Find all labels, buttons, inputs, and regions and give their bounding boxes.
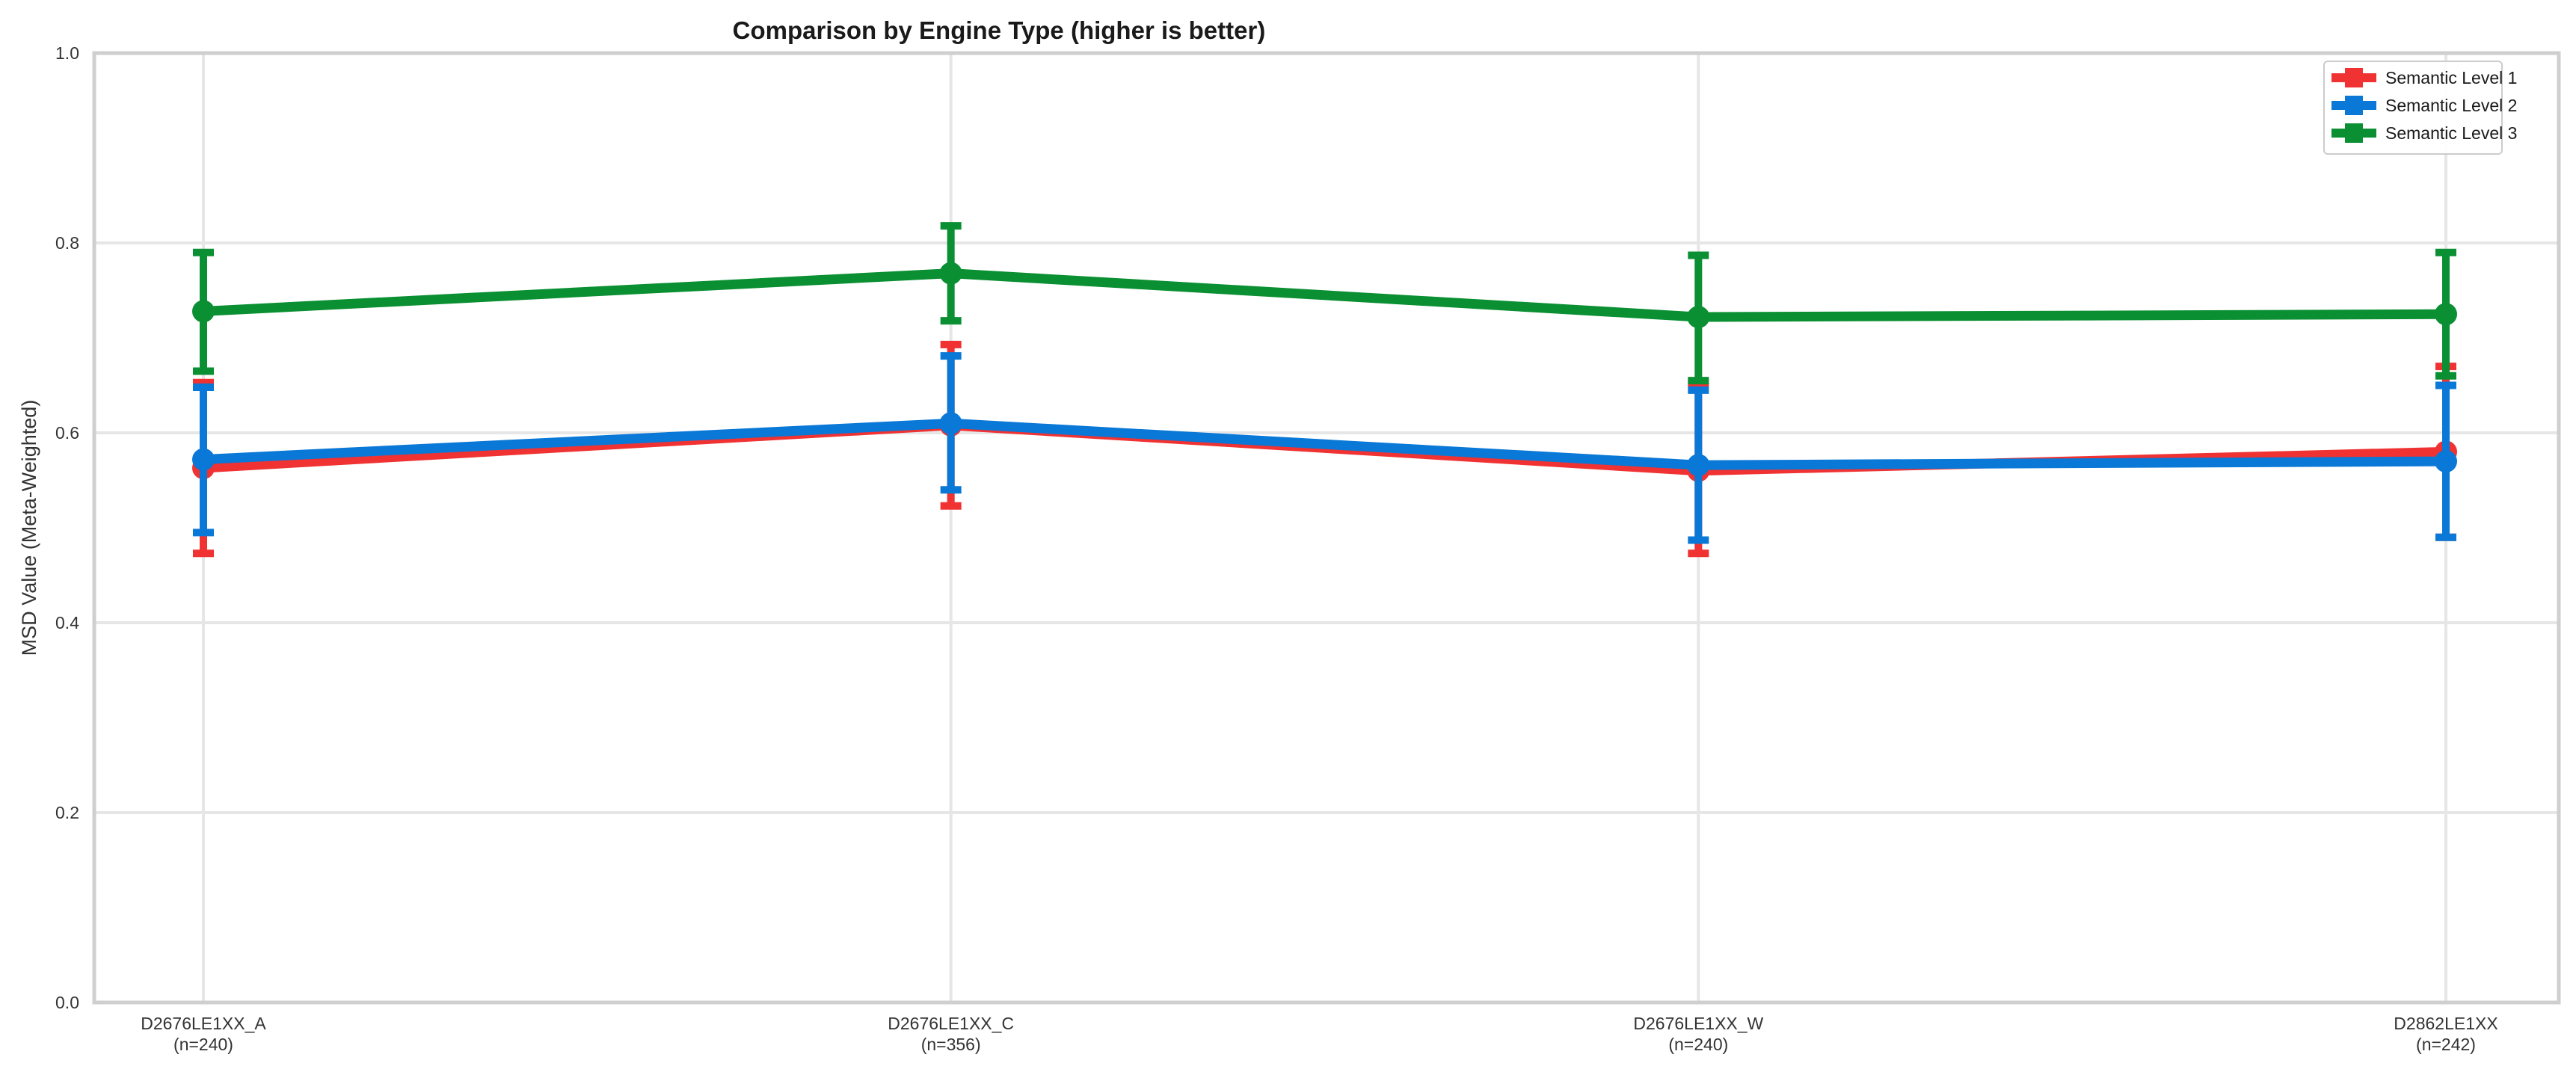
legend-item: Semantic Level 2 [2331,96,2517,115]
series-line [203,418,2447,470]
legend-label: Semantic Level 1 [2385,68,2517,87]
x-tick-label: D2676LE1XX_C [888,1014,1014,1033]
data-point [939,262,962,285]
y-tick-label: 0.2 [55,803,79,822]
series-3 [192,222,2457,385]
legend-item: Semantic Level 3 [2331,123,2517,143]
y-tick-label: 0.8 [55,233,79,253]
data-point [2435,303,2457,326]
data-point [2435,450,2457,473]
legend-swatch-marker [2345,123,2363,143]
y-tick-label: 0.4 [55,613,79,632]
data-point [1687,454,1710,477]
data-point [192,300,215,323]
plot-frame [92,51,2561,1005]
chart-title: Comparison by Engine Type (higher is bet… [733,16,1266,44]
series-layer [192,222,2457,558]
x-tick-sample-size: (n=240) [1668,1035,1728,1054]
x-tick-label: D2676LE1XX_W [1633,1014,1763,1033]
y-tick-label: 0.0 [55,993,79,1012]
x-tick-label: D2862LE1XX [2394,1014,2497,1033]
y-tick-label: 0.6 [55,423,79,443]
x-tick-sample-size: (n=356) [921,1035,981,1054]
series-2 [192,352,2457,544]
legend-label: Semantic Level 3 [2385,123,2517,143]
series-line [203,268,2447,322]
legend-swatch-marker [2345,68,2363,87]
legend: Semantic Level 1 Semantic Level 2 Semantic… [2323,61,2517,155]
y-axis-label: MSD Value (Meta-Weighted) [18,400,40,656]
x-tick-sample-size: (n=240) [173,1035,233,1054]
x-tick-sample-size: (n=242) [2416,1035,2476,1054]
legend-swatch-marker [2345,96,2363,115]
data-point [939,412,962,435]
legend-label: Semantic Level 2 [2385,96,2517,115]
x-tick-label: D2676LE1XX_A [141,1014,266,1033]
data-point [192,448,215,471]
data-point [1687,306,1710,329]
tick-layer: 0.0 0.2 0.4 0.6 0.8 1.0 D2676LE1XX_A (n=240) D26… [55,43,2498,1054]
legend-item: Semantic Level 1 [2331,68,2517,87]
y-tick-label: 1.0 [55,43,79,63]
